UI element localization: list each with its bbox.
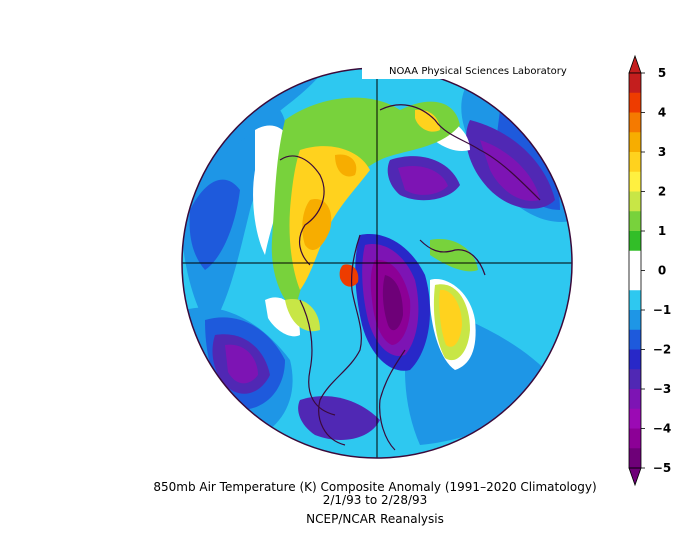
colorbar-tick-label: −3 <box>653 382 671 396</box>
colorbar-swatch <box>629 211 641 232</box>
colorbar-swatch <box>629 329 641 350</box>
colorbar-swatch <box>629 369 641 390</box>
colorbar-tick-label: 3 <box>658 145 666 159</box>
colorbar-tick-label: 1 <box>658 224 666 238</box>
colorbar-tick-label: 2 <box>658 185 666 199</box>
coastline-asia <box>379 104 541 201</box>
cold-core-center <box>382 275 403 331</box>
colorbar-swatch <box>629 349 641 370</box>
colorbar-swatch <box>629 171 641 192</box>
warm-green-southwest <box>285 299 320 332</box>
colorbar-swatch <box>629 250 641 271</box>
deep-blue-west <box>189 179 240 270</box>
coastlines <box>279 104 541 451</box>
colorbar-swatch <box>629 132 641 153</box>
warm-orange-north <box>335 154 357 177</box>
colorbar-tick-label: −1 <box>653 303 671 317</box>
deep-purple-southwest <box>225 344 258 384</box>
colorbar-swatch <box>629 310 641 331</box>
colorbar-swatch <box>629 270 641 291</box>
colorbar-tick-label: −2 <box>653 343 671 357</box>
colorbar-tick-label: 5 <box>658 66 666 80</box>
source-label: NOAA Physical Sciences Laboratory <box>362 65 574 79</box>
chart-title: 850mb Air Temperature (K) Composite Anom… <box>153 480 597 494</box>
coastline-americas <box>318 234 362 446</box>
colorbar-swatch <box>629 389 641 410</box>
warm-red-hotspot <box>339 264 359 287</box>
colorbar-tick-label: 4 <box>658 106 666 120</box>
colorbar-tick-label: 0 <box>658 264 666 278</box>
coastline-europe <box>279 155 325 266</box>
warm-yellow-pacific <box>439 289 462 347</box>
colorbar-top-arrow <box>628 54 642 74</box>
colorbar-swatch <box>629 73 641 94</box>
colorbar: 5 4 3 2 1 0 −1 −2 −3 −4 −5 <box>628 54 671 487</box>
colorbar-swatch <box>629 290 641 311</box>
colorbar-tick-label: −5 <box>653 461 671 475</box>
coastline-east-america <box>299 299 336 416</box>
warm-orange-west <box>302 199 332 250</box>
colorbar-swatch <box>629 112 641 133</box>
colorbar-swatch <box>629 408 641 429</box>
colorbar-swatch <box>629 92 641 113</box>
colorbar-tick-label: −4 <box>653 422 671 436</box>
warm-yellow-north <box>415 109 440 132</box>
colorbar-swatch <box>629 191 641 212</box>
colorbar-swatch <box>629 152 641 173</box>
dataset-name: NCEP/NCAR Reanalysis <box>306 512 444 526</box>
coastline-west-america <box>379 349 406 451</box>
deep-purple-north-siberia <box>398 166 448 195</box>
date-range: 2/1/93 to 2/28/93 <box>322 493 428 507</box>
colorbar-swatch <box>629 231 641 252</box>
colorbar-swatch <box>629 448 641 469</box>
colorbar-swatch <box>629 428 641 449</box>
